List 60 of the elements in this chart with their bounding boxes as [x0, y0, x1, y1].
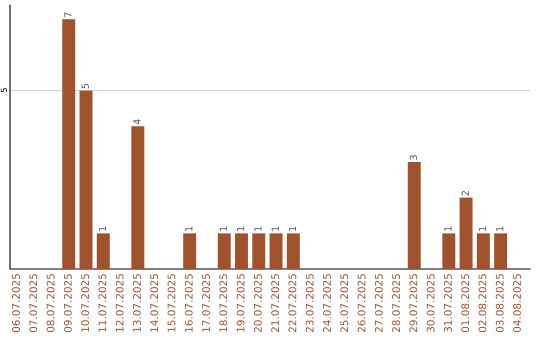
x-tick-label: 28.07.2025 [392, 274, 400, 332]
bar [96, 233, 110, 269]
x-tick-label: 10.07.2025 [81, 274, 90, 332]
x-tick-label: 24.07.2025 [323, 274, 331, 332]
bar [131, 126, 144, 269]
x-tick-label: 13.07.2025 [132, 274, 141, 332]
bar [460, 198, 473, 269]
x-tick-label: 08.07.2025 [46, 274, 54, 332]
x-tick-label: 26.07.2025 [358, 274, 366, 332]
bar [286, 233, 300, 269]
data-label: 1 [272, 226, 279, 231]
x-tick-label: 15.07.2025 [168, 274, 176, 332]
bar [442, 233, 456, 269]
data-label: 1 [237, 226, 244, 231]
x-tick-label: 30.07.2025 [426, 274, 435, 332]
bar [80, 90, 92, 269]
x-tick-label: 04.08.2025 [513, 274, 521, 332]
x-tick-label: 25.07.2025 [340, 274, 348, 332]
data-label: 4 [133, 119, 141, 124]
data-label: 1 [496, 226, 504, 231]
bar [62, 19, 76, 269]
data-label: 7 [64, 12, 72, 18]
x-tick-label: 27.07.2025 [374, 274, 383, 332]
data-label: 1 [98, 226, 106, 231]
data-label: 1 [254, 226, 262, 231]
x-tick-label: 19.07.2025 [236, 274, 245, 332]
x-tick-label: 18.07.2025 [219, 274, 228, 332]
data-label: 1 [478, 226, 486, 231]
x-tick-label: 09.07.2025 [64, 274, 72, 332]
x-tick-label: 03.08.2025 [496, 274, 504, 332]
x-tick-label: 01.08.2025 [461, 274, 470, 332]
data-label: 2 [462, 191, 469, 196]
x-tick-label: 12.07.2025 [116, 274, 124, 332]
x-tick-label: 20.07.2025 [254, 274, 262, 332]
data-label: 1 [185, 226, 192, 231]
x-tick-label: 16.07.2025 [184, 274, 193, 332]
data-label: 5 [82, 84, 89, 88]
bar [270, 233, 283, 269]
bar [408, 162, 421, 269]
x-tick-label: 06.07.2025 [12, 274, 20, 332]
x-tick-label: 22.07.2025 [288, 274, 296, 332]
x-tick-label: 31.07.2025 [444, 274, 452, 332]
x-tick-label: 02.08.2025 [478, 274, 486, 332]
x-tick-label: 14.07.2025 [150, 274, 158, 332]
x-tick-label: 17.07.2025 [202, 274, 210, 332]
bar [494, 233, 508, 269]
data-label: 1 [220, 226, 227, 231]
bar [218, 233, 231, 269]
data-label: 1 [444, 226, 452, 231]
bar [183, 233, 196, 269]
x-tick-label: 07.07.2025 [29, 274, 38, 332]
x-tick-label: 21.07.2025 [271, 274, 280, 332]
bar [235, 233, 248, 269]
data-label: 3 [410, 155, 418, 160]
x-tick-label: 29.07.2025 [409, 274, 418, 332]
bar [476, 233, 490, 269]
bar [252, 233, 266, 269]
x-tick-label: 23.07.2025 [306, 274, 314, 332]
data-label: 1 [288, 226, 296, 231]
x-tick-label: 11.07.2025 [98, 274, 106, 332]
